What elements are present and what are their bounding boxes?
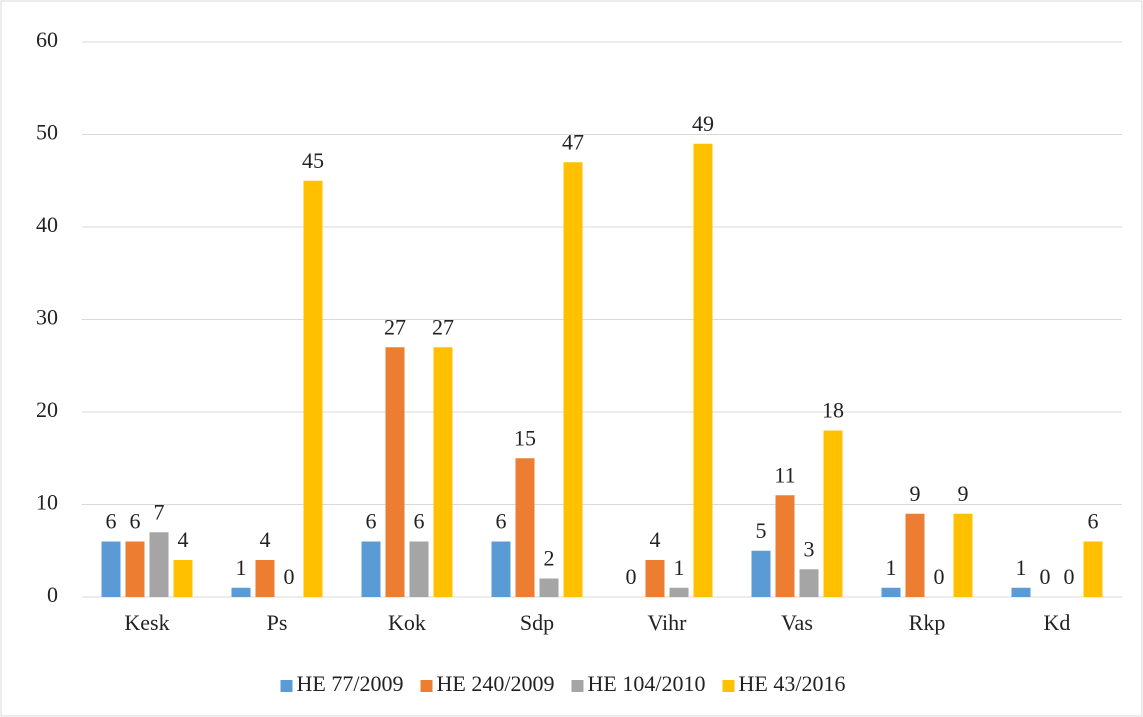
data-label: 5 [756, 518, 767, 543]
y-tick-label: 50 [36, 120, 58, 145]
bar [149, 532, 169, 597]
bar [881, 587, 901, 597]
bar [775, 495, 795, 597]
bar [361, 541, 381, 597]
x-tick-label: Sdp [520, 610, 554, 635]
data-label: 0 [626, 564, 637, 589]
legend-label: HE 43/2016 [739, 671, 846, 696]
bar [255, 560, 275, 597]
y-tick-label: 60 [36, 27, 58, 52]
data-label: 1 [1016, 555, 1027, 580]
bar [539, 578, 559, 597]
bar [433, 347, 453, 597]
data-label: 15 [514, 425, 536, 450]
bar [491, 541, 511, 597]
bar [101, 541, 121, 597]
legend-swatch [420, 680, 433, 692]
bar [823, 430, 843, 597]
data-label: 18 [822, 398, 844, 423]
x-tick-label: Kd [1044, 610, 1071, 635]
x-tick-label: Rkp [909, 610, 946, 635]
data-label: 45 [302, 148, 324, 173]
bar [1083, 541, 1103, 597]
x-tick-label: Kesk [124, 610, 169, 635]
bar [669, 587, 689, 597]
y-tick-label: 30 [36, 305, 58, 330]
y-tick-label: 20 [36, 397, 58, 422]
data-label: 6 [496, 509, 507, 534]
bar [799, 569, 819, 597]
bar [515, 458, 535, 597]
data-label: 6 [1088, 509, 1099, 534]
x-tick-label: Vihr [647, 610, 687, 635]
bar [751, 550, 771, 597]
bar [693, 143, 713, 597]
bar [563, 162, 583, 597]
y-tick-label: 40 [36, 212, 58, 237]
data-label: 3 [804, 536, 815, 561]
bar [953, 513, 973, 597]
data-label: 6 [106, 509, 117, 534]
legend-swatch [280, 680, 293, 692]
data-label: 49 [692, 111, 714, 136]
x-tick-label: Vas [781, 610, 813, 635]
legend-label: HE 240/2009 [437, 671, 555, 696]
bar [303, 180, 323, 597]
data-label: 0 [934, 564, 945, 589]
bar [409, 541, 429, 597]
data-label: 4 [178, 527, 189, 552]
data-label: 47 [562, 129, 584, 154]
x-tick-label: Kok [388, 610, 426, 635]
data-label: 9 [958, 481, 969, 506]
data-label: 6 [414, 509, 425, 534]
data-label: 0 [1040, 564, 1051, 589]
data-label: 11 [774, 462, 795, 487]
data-label: 2 [544, 546, 555, 571]
bar [645, 560, 665, 597]
data-label: 6 [366, 509, 377, 534]
legend-label: HE 77/2009 [297, 671, 404, 696]
data-label: 1 [886, 555, 897, 580]
data-label: 1 [674, 555, 685, 580]
bar [125, 541, 145, 597]
data-label: 1 [236, 555, 247, 580]
bar [905, 513, 925, 597]
x-tick-label: Ps [267, 610, 288, 635]
legend-swatch [571, 680, 584, 692]
bar [231, 587, 251, 597]
y-tick-label: 0 [47, 582, 58, 607]
data-label: 6 [130, 509, 141, 534]
bar [173, 560, 193, 597]
data-label: 0 [284, 564, 295, 589]
data-label: 27 [384, 314, 406, 339]
legend-label: HE 104/2010 [588, 671, 706, 696]
data-label: 7 [154, 499, 165, 524]
y-tick-label: 10 [36, 490, 58, 515]
data-label: 9 [910, 481, 921, 506]
data-label: 4 [260, 527, 271, 552]
data-label: 0 [1064, 564, 1075, 589]
bar [385, 347, 405, 597]
data-label: 27 [432, 314, 454, 339]
data-label: 4 [650, 527, 661, 552]
bar [1011, 587, 1031, 597]
legend-swatch [722, 680, 735, 692]
